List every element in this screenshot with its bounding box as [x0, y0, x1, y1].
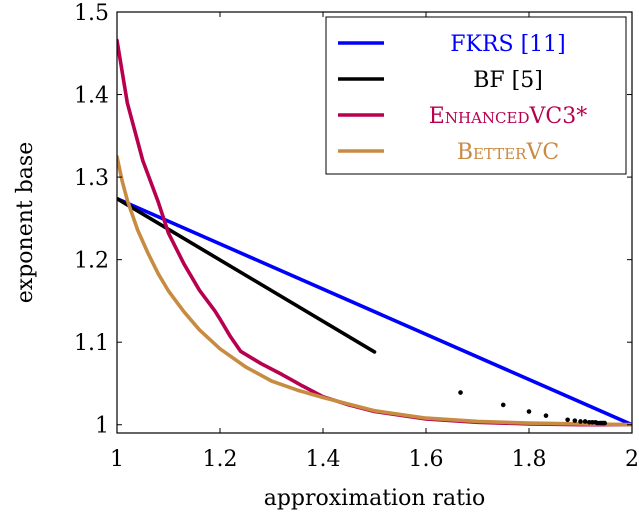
x-tick-label: 2	[625, 447, 639, 472]
series-line-bf-5	[117, 196, 377, 354]
x-axis-label: approximation ratio	[264, 486, 486, 511]
x-tick-label: 1.4	[306, 447, 341, 472]
scatter-point	[582, 419, 588, 424]
series-line-fkrs-11	[117, 196, 632, 427]
plot-area	[117, 38, 632, 427]
scatter-point	[578, 419, 583, 424]
y-tick-label: 1.5	[74, 1, 109, 26]
x-tick-label: 1.6	[409, 447, 444, 472]
scatter-point	[500, 402, 506, 408]
y-tick-label: 1.3	[74, 166, 109, 191]
legend-label: EnhancedVC3*	[429, 104, 587, 129]
series-group	[117, 38, 632, 427]
series-line-bettervc	[117, 154, 632, 427]
scatter-point	[526, 409, 532, 414]
legend-label: FKRS [11]	[450, 32, 566, 57]
scatter-point	[602, 420, 608, 426]
scatter-point	[543, 413, 549, 418]
y-tick-label: 1.4	[74, 84, 109, 109]
axis-ticks: 1 1.2 1.4 1.6 1.8 2 1 1.1 1.2 1.3 1.4 1.5	[74, 1, 639, 472]
y-axis-label: exponent base	[13, 142, 38, 303]
scatter-point	[458, 390, 463, 395]
x-tick-label: 1	[110, 447, 124, 472]
x-tick-label: 1.8	[512, 447, 547, 472]
legend: FKRS [11] BF [5] EnhancedVC3* BetterVC	[325, 16, 627, 175]
legend-label: BetterVC	[457, 140, 559, 165]
scatter-point	[572, 418, 578, 423]
y-tick-label: 1	[95, 414, 109, 439]
y-tick-label: 1.1	[74, 331, 109, 356]
legend-label: BF [5]	[473, 68, 543, 93]
scatter-point	[565, 417, 570, 423]
x-tick-label: 1.2	[203, 447, 238, 472]
axes-frame	[116, 11, 633, 434]
y-tick-label: 1.2	[74, 249, 109, 274]
